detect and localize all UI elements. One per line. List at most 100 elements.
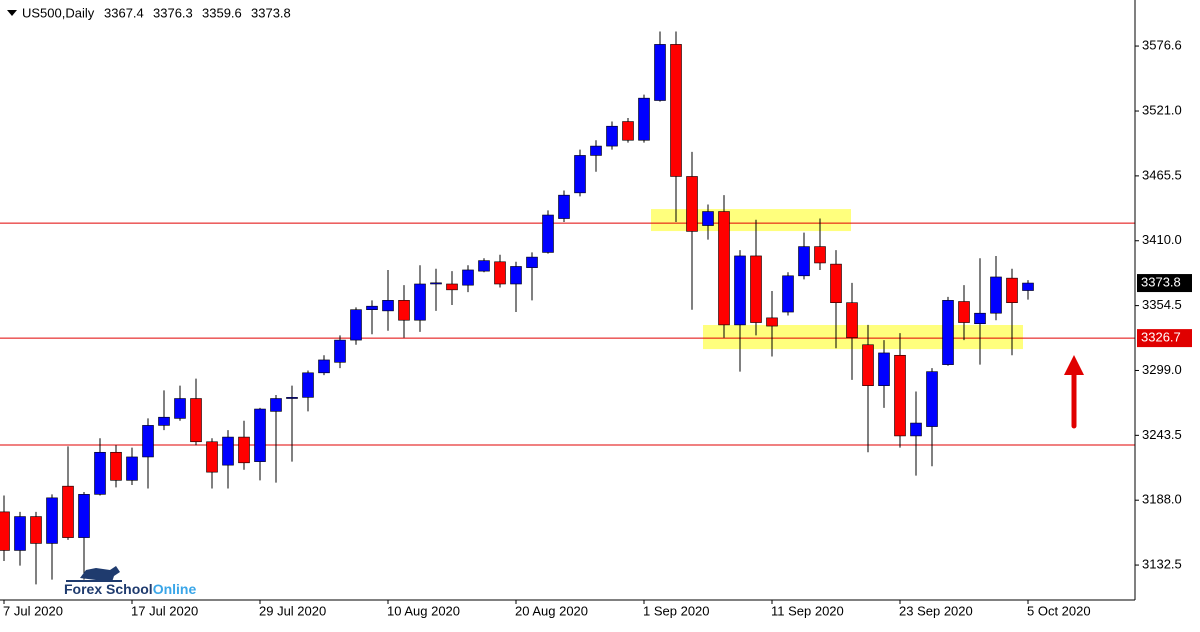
candle-body [862,344,874,386]
candle-body [350,309,362,341]
x-tick-label: 29 Jul 2020 [259,603,326,618]
candle-body [654,44,666,101]
candle-body [398,300,410,321]
y-tick-label: 3299.0 [1142,362,1182,377]
candle-body [94,451,106,495]
x-tick-label: 11 Sep 2020 [771,603,844,618]
candle-body [878,352,890,386]
candle-body [46,497,58,544]
candle-body [1006,277,1018,303]
logo-bull [80,566,120,582]
candle-body [814,246,826,264]
candle-body [14,516,26,551]
candle-body [126,456,138,481]
candle-body [734,255,746,326]
candle-body [1022,282,1034,291]
x-tick-label: 23 Sep 2020 [899,603,973,618]
candle-body [574,155,586,194]
candle-body [62,485,74,538]
header-triangle [7,10,17,16]
candle-body [846,302,858,339]
x-tick-label: 10 Aug 2020 [387,603,460,618]
candle-body [174,398,186,419]
header-low: 3359.6 [202,5,242,20]
candle-body [254,408,266,462]
candle-body [430,282,442,285]
candle-body [446,283,458,291]
header-high: 3376.3 [153,5,193,20]
candle-body [958,301,970,323]
y-tick-label: 3243.5 [1142,427,1182,442]
y-tick-label: 3354.5 [1142,297,1182,312]
current-price-box [1137,274,1192,293]
candle-body [222,436,234,466]
candle-body [798,246,810,277]
candle-body [766,317,778,327]
y-tick-label: 3188.0 [1142,492,1182,507]
candle-body [990,276,1002,314]
candle-body [686,176,698,232]
x-tick-label: 20 Aug 2020 [515,603,588,618]
header-close: 3373.8 [251,5,291,20]
x-tick-label: 5 Oct 2020 [1027,603,1091,618]
candle-body [318,359,330,374]
candle-body [542,214,554,253]
candle-body [414,283,426,321]
candle-body [910,422,922,437]
candle-body [366,305,378,311]
arrow-head [1064,355,1084,375]
candle-body [286,397,298,399]
chart-title: US500,Daily [22,5,95,20]
candle-body [782,275,794,313]
candle-body [830,263,842,303]
level-price-box [1137,329,1192,348]
candles [0,31,1034,585]
candle-body [206,441,218,473]
candle-body [382,300,394,312]
y-tick-label: 3576.6 [1142,37,1182,52]
candle-body [702,211,714,226]
x-tick-label: 1 Sep 2020 [643,603,710,618]
candle-body [158,416,170,426]
current-price-label: 3373.8 [1141,274,1181,289]
candle-body [0,511,10,551]
watermark-forex-school: Forex School [64,581,153,597]
x-tick-label: 17 Jul 2020 [131,603,198,618]
y-tick-label: 3521.0 [1142,102,1182,117]
candle-body [78,494,90,538]
candle-body [478,260,490,272]
level-price-label: 3326.7 [1141,330,1181,345]
candle-body [638,97,650,141]
y-tick-label: 3465.5 [1142,167,1182,182]
candle-body [302,372,314,398]
candle-body [926,371,938,427]
candle-body [270,398,282,412]
candle-body [622,121,634,141]
watermark-online: Online [153,581,197,597]
candle-body [190,398,202,443]
candle-body [718,211,730,326]
candle-body [30,516,42,544]
candle-body [510,266,522,285]
candle-body [238,436,250,464]
candle-body [558,194,570,219]
candle-body [494,261,506,285]
y-tick-label: 3410.0 [1142,232,1182,247]
x-tick-label: 7 Jul 2020 [3,603,63,618]
support-resistance-zone [651,209,851,232]
candle-body [526,256,538,268]
candle-body [606,125,618,147]
header-open: 3367.4 [104,5,144,20]
candle-body [142,425,154,458]
candle-body [942,300,954,365]
candle-body [590,145,602,156]
candle-body [334,339,346,363]
watermark: Forex SchoolOnline [64,581,196,597]
candle-body [894,354,906,437]
candle-body [110,451,122,481]
candle-body [462,269,474,286]
y-tick-label: 3132.5 [1142,556,1182,571]
candle-body [750,255,762,323]
